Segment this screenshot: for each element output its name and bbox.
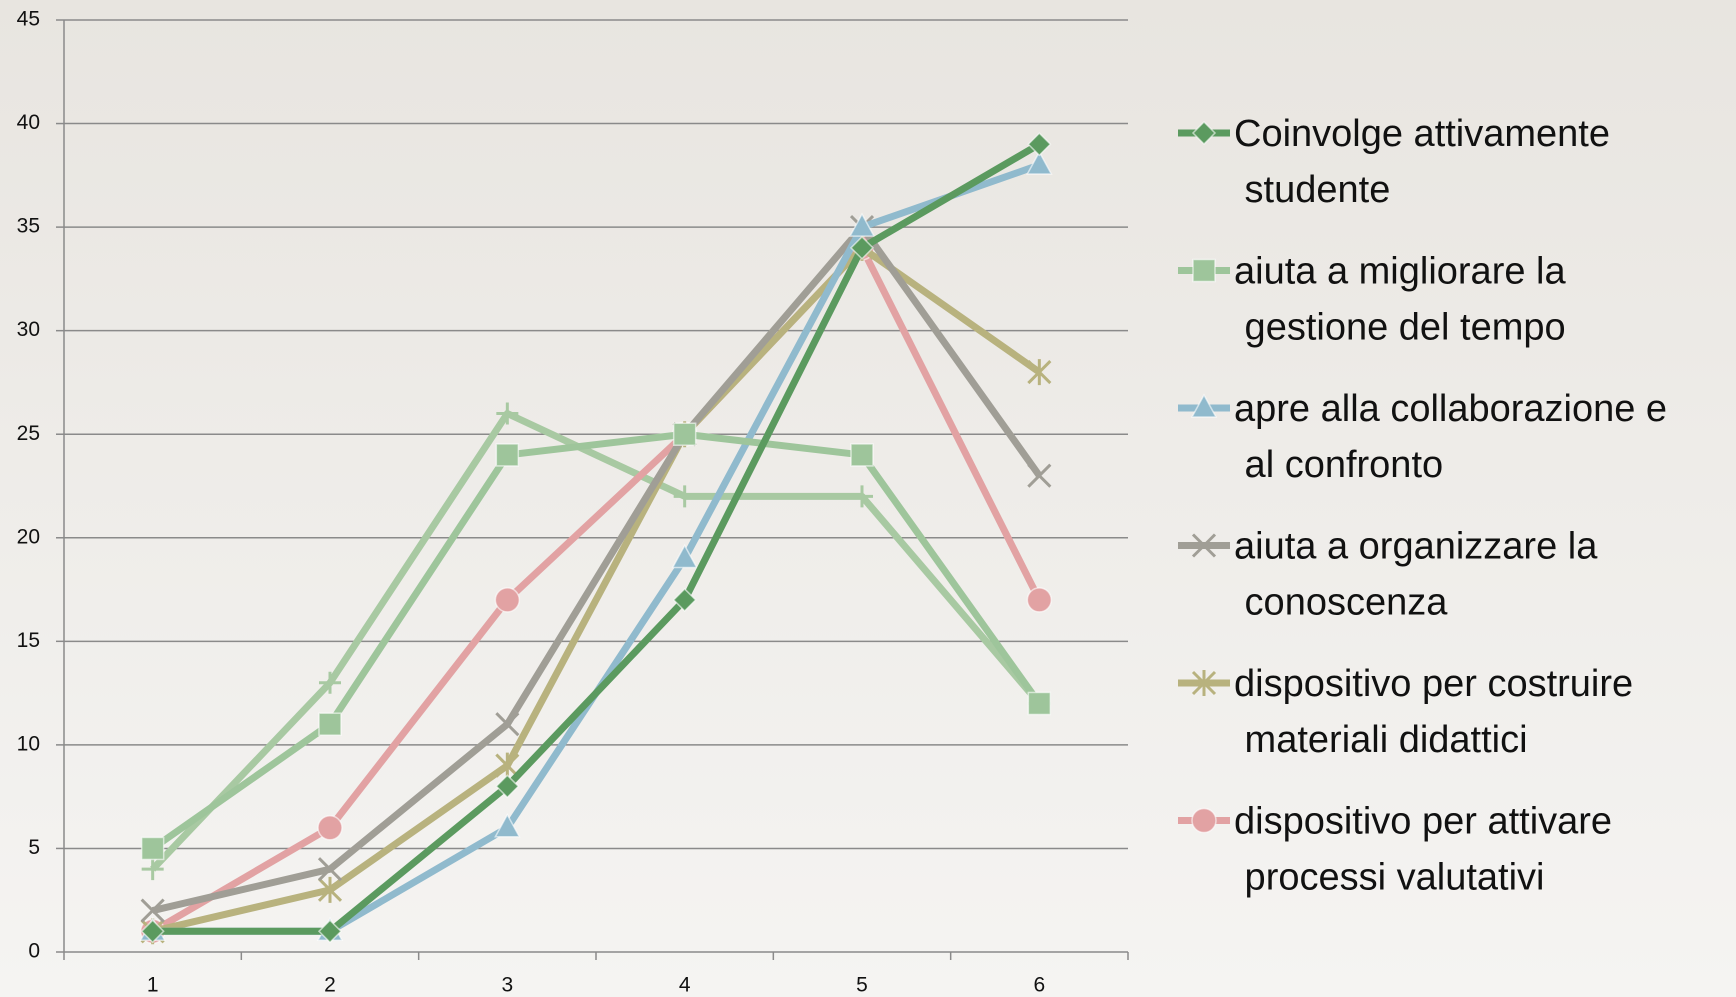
legend-label: apre alla collaborazione e al confronto [1234,388,1667,486]
point [317,814,343,841]
legend-label: dispositivo per costruire materiali dida… [1234,663,1633,761]
series [139,235,1053,945]
point [1026,587,1053,613]
point [140,898,165,923]
series-line [151,223,1043,914]
point [849,235,875,260]
x-tick-label: 4 [679,974,691,997]
point [1027,132,1052,157]
x-tick-label: 1 [147,974,159,997]
point [495,774,520,799]
y-tick-label: 10 [17,732,40,755]
legend-label: dispositivo per attivare processi valuta… [1234,801,1612,899]
point [140,919,165,944]
point [495,712,520,737]
series [140,234,1052,945]
legend-label: Coinvolge attivamente studente [1234,113,1610,211]
y-tick-label: 45 [17,8,40,31]
point [140,836,165,861]
legend-label: aiuta a organizzare la conoscenza [1234,526,1598,624]
legend-entry: dispositivo per costruire materiali dida… [1178,663,1633,761]
point [141,858,164,881]
series [140,215,1052,923]
series [140,132,1052,944]
point [1191,120,1217,146]
series [139,150,1053,942]
point [673,485,696,508]
point [850,443,874,467]
point [1191,807,1217,834]
point [1027,463,1052,488]
x-tick-label: 2 [324,974,336,997]
series-line [150,244,1043,935]
point [496,402,519,425]
y-tick-label: 35 [17,215,40,238]
legend-entry: aiuta a organizzare la conoscenza [1178,526,1598,624]
y-tick-label: 20 [17,525,40,548]
point [317,919,343,944]
y-tick-label: 40 [17,111,40,134]
point [671,543,698,569]
x-tick-label: 5 [856,974,868,997]
point [1027,691,1052,716]
series-line [152,141,1042,935]
legend-entry: apre alla collaborazione e al confronto [1178,388,1667,486]
point [319,671,341,694]
point [495,443,520,467]
point [494,587,521,613]
point [318,712,342,736]
point [1191,670,1217,696]
legend-entry: aiuta a migliorare la gestione del tempo [1178,251,1566,349]
point [317,876,343,903]
y-tick-label: 15 [17,629,40,652]
y-tick-label: 5 [28,836,40,859]
point [1191,533,1217,558]
point [672,422,697,446]
point [317,857,343,882]
point [1192,258,1216,283]
y-tick-label: 0 [28,940,40,963]
legend-entry: Coinvolge attivamente studente [1178,113,1610,211]
series [140,422,1052,861]
point [1026,150,1053,175]
point [494,813,521,838]
legend-entry: dispositivo per attivare processi valuta… [1178,801,1612,899]
point [851,485,873,508]
point [1027,359,1052,386]
legend-label: aiuta a migliorare la gestione del tempo [1234,251,1566,349]
y-tick-label: 25 [17,422,40,445]
series-line [151,244,1042,935]
x-tick-label: 3 [501,974,513,997]
point [672,587,697,612]
x-tick-label: 6 [1033,974,1045,997]
y-tick-label: 30 [17,318,40,341]
point [1190,393,1218,418]
series-line [150,410,1042,872]
series-line [150,430,1043,852]
